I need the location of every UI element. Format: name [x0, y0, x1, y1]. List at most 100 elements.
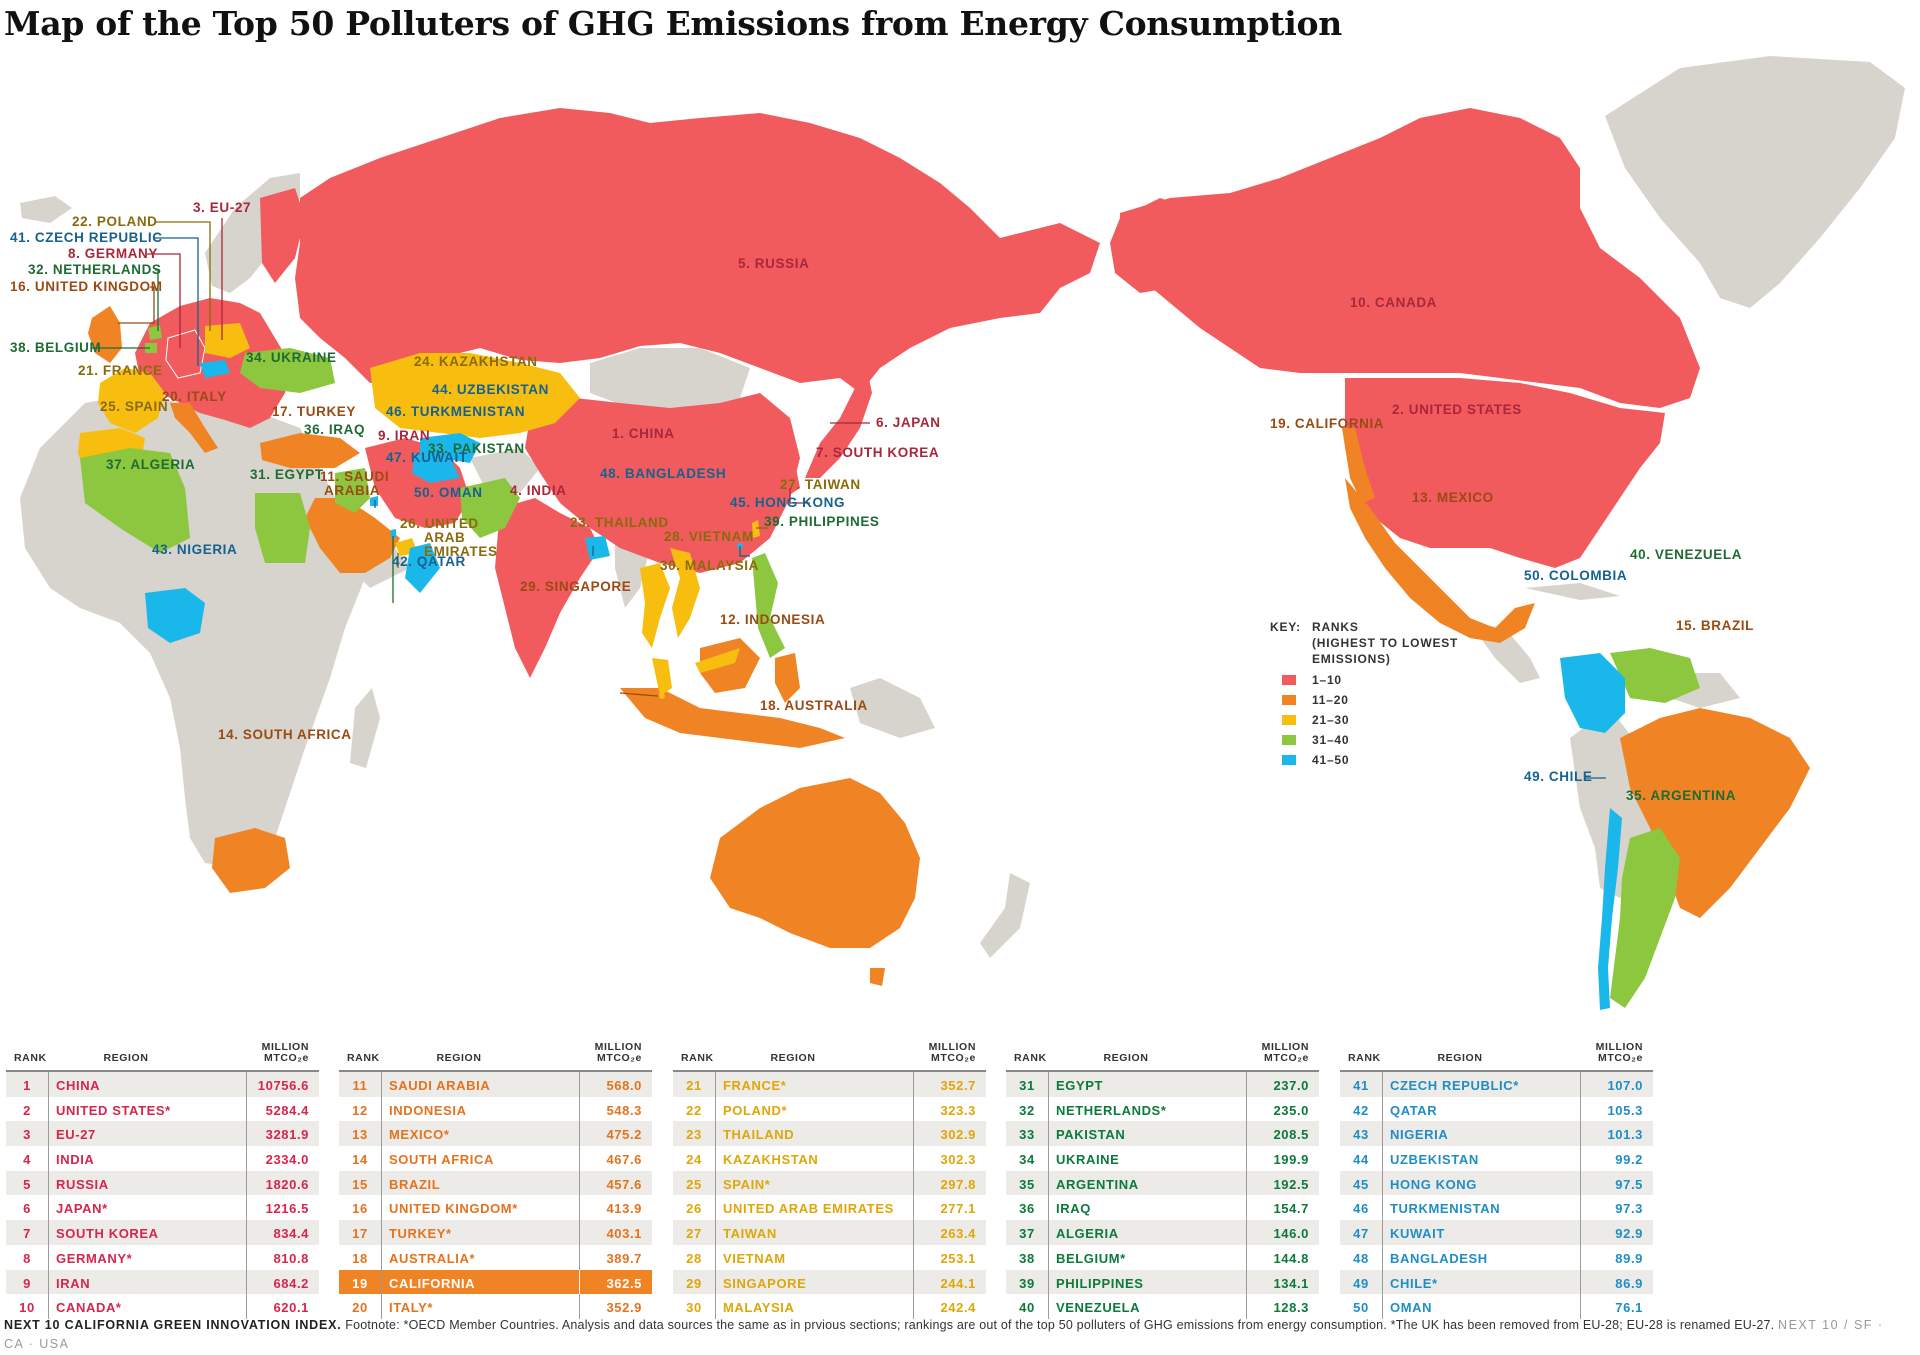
- label-venezuela: 40. VENEZUELA: [1630, 547, 1742, 562]
- table-row: 30 MALAYSIA 242.4: [673, 1294, 986, 1319]
- table-row: 2 UNITED STATES* 5284.4: [6, 1096, 319, 1122]
- mexico-shape: [1345, 478, 1535, 643]
- header-value-line2: MTCO₂e: [1597, 1052, 1643, 1064]
- table-header: RANK REGION MILLION MTCO₂e: [339, 1028, 652, 1070]
- rank-cell: 3: [23, 1127, 31, 1143]
- table-body: 1 CHINA 10756.6 2 UNITED STATES* 5284.4 3 EU-27…: [6, 1070, 319, 1319]
- united-states-shape: [1345, 378, 1665, 568]
- header-value-line2: MTCO₂e: [930, 1052, 976, 1064]
- value-cell: 144.8: [1273, 1250, 1309, 1266]
- region-cell: GERMANY*: [56, 1250, 133, 1266]
- table-row: 3 EU-27 3281.9: [6, 1121, 319, 1147]
- value-cell: 2334.0: [265, 1152, 309, 1168]
- rankings-tables: RANK REGION MILLION MTCO₂e 1 CHINA 10756.6 2 UNI…: [6, 1028, 1916, 1319]
- label-spain: 25. SPAIN: [100, 399, 168, 414]
- label-vietnam: 28. VIETNAM: [664, 529, 754, 544]
- footnote-text: Footnote: *OECD Member Countries. Analys…: [345, 1318, 1775, 1332]
- rank-cell: 6: [23, 1201, 31, 1217]
- value-cell: 548.3: [606, 1102, 642, 1118]
- region-cell: KAZAKHSTAN: [723, 1152, 819, 1168]
- value-cell: 1820.6: [265, 1176, 309, 1192]
- region-cell: BELGIUM*: [1056, 1250, 1126, 1266]
- label-iraq: 36. IRAQ: [304, 422, 365, 437]
- table-row: 44 UZBEKISTAN 99.2: [1340, 1146, 1653, 1171]
- value-cell: 253.1: [940, 1250, 976, 1266]
- label-uzbekistan: 44. UZBEKISTAN: [432, 382, 549, 397]
- region-cell: OMAN: [1390, 1300, 1433, 1316]
- ranking-table-4: RANK REGION MILLION MTCO₂e 31 EGYPT 237.0 32 NET…: [1006, 1028, 1319, 1319]
- rank-cell: 23: [686, 1127, 702, 1143]
- region-cell: IRAN: [56, 1275, 91, 1291]
- region-cell: CHILE*: [1390, 1275, 1438, 1291]
- poland-leader: [156, 221, 211, 331]
- value-cell: 76.1: [1615, 1300, 1643, 1316]
- italy-shape: [170, 403, 218, 453]
- header-value-line2: MTCO₂e: [263, 1052, 309, 1064]
- header-value-line1: MILLION: [928, 1041, 976, 1053]
- turkmenistan-shape: [412, 453, 460, 483]
- value-cell: 92.9: [1615, 1226, 1643, 1242]
- label-california: 19. CALIFORNIA: [1270, 416, 1384, 431]
- qatar-shape: [391, 529, 396, 538]
- value-cell: 99.2: [1615, 1152, 1643, 1168]
- key-swatch-4: [1282, 735, 1296, 745]
- value-cell: 277.1: [940, 1201, 976, 1217]
- label-egypt: 31. EGYPT: [250, 467, 324, 482]
- region-cell: BANGLADESH: [1390, 1250, 1488, 1266]
- madagascar-shape: [350, 688, 380, 768]
- rank-cell: 36: [1019, 1201, 1035, 1217]
- region-cell: SINGAPORE: [723, 1275, 807, 1291]
- header-value-line1: MILLION: [261, 1041, 309, 1053]
- table-row: 13 MEXICO* 475.2: [339, 1121, 652, 1147]
- region-cell: KUWAIT: [1390, 1226, 1445, 1242]
- greenland-shape: [1605, 56, 1905, 308]
- cuba-shape: [1525, 583, 1620, 600]
- page-title: Map of the Top 50 Polluters of GHG Emiss…: [4, 4, 1342, 43]
- oman-shape: [405, 543, 440, 593]
- rank-cell: 38: [1019, 1250, 1035, 1266]
- malaysia-shape: [652, 658, 672, 696]
- rank-cell: 25: [686, 1176, 702, 1192]
- value-cell: 5284.4: [265, 1102, 309, 1118]
- table-row: 8 GERMANY* 810.8: [6, 1244, 319, 1270]
- header-value-line2: MTCO₂e: [1263, 1052, 1309, 1064]
- table-row: 25 SPAIN* 297.8: [673, 1170, 986, 1196]
- label-oman: 50. OMAN: [414, 485, 483, 500]
- rank-cell: 2: [23, 1102, 31, 1118]
- value-cell: 684.2: [273, 1275, 309, 1291]
- turkey-shape: [260, 433, 360, 468]
- label-poland: 22. POLAND: [72, 214, 158, 229]
- rank-cell: 4: [23, 1152, 31, 1168]
- region-cell: INDIA: [56, 1152, 95, 1168]
- rank-cell: 22: [686, 1102, 702, 1118]
- key-item-4: 31–40: [1312, 733, 1349, 747]
- label-hong-kong: 45. HONG KONG: [730, 495, 845, 510]
- label-italy: 20. ITALY: [162, 389, 227, 404]
- region-cell: BRAZIL: [389, 1176, 441, 1192]
- key-swatch-5: [1282, 755, 1296, 765]
- header-region: REGION: [436, 1052, 482, 1064]
- label-turkey: 17. TURKEY: [272, 404, 356, 419]
- colombia-shape: [1560, 653, 1625, 733]
- table-header: RANK REGION MILLION MTCO₂e: [1006, 1028, 1319, 1070]
- value-cell: 89.9: [1615, 1250, 1643, 1266]
- rank-cell: 34: [1019, 1152, 1035, 1168]
- header-rank: RANK: [347, 1052, 380, 1064]
- label-south-korea: 7. SOUTH KOREA: [816, 445, 939, 460]
- value-cell: 297.8: [940, 1176, 976, 1192]
- key-title-2: (HIGHEST TO LOWEST: [1312, 636, 1458, 650]
- table-row: 50 OMAN 76.1: [1340, 1294, 1653, 1319]
- region-cell: THAILAND: [723, 1127, 795, 1143]
- rank-cell: 39: [1019, 1275, 1035, 1291]
- label-united-states: 2. UNITED STATES: [1392, 402, 1522, 417]
- map-labels: 3. EU-27 22. POLAND 41. CZECH REPUBLIC 8…: [10, 200, 1753, 803]
- key-item-1: 1–10: [1312, 673, 1342, 687]
- value-cell: 10756.6: [257, 1078, 309, 1093]
- table-row: 17 TURKEY* 403.1: [339, 1220, 652, 1245]
- rank-cell: 13: [352, 1127, 368, 1143]
- region-cell: TAIWAN: [723, 1226, 777, 1242]
- yemen-shape: [350, 548, 410, 588]
- label-czech: 41. CZECH REPUBLIC: [10, 230, 163, 245]
- table-row: 14 SOUTH AFRICA 467.6: [339, 1146, 652, 1171]
- region-cell: MALAYSIA: [723, 1300, 795, 1316]
